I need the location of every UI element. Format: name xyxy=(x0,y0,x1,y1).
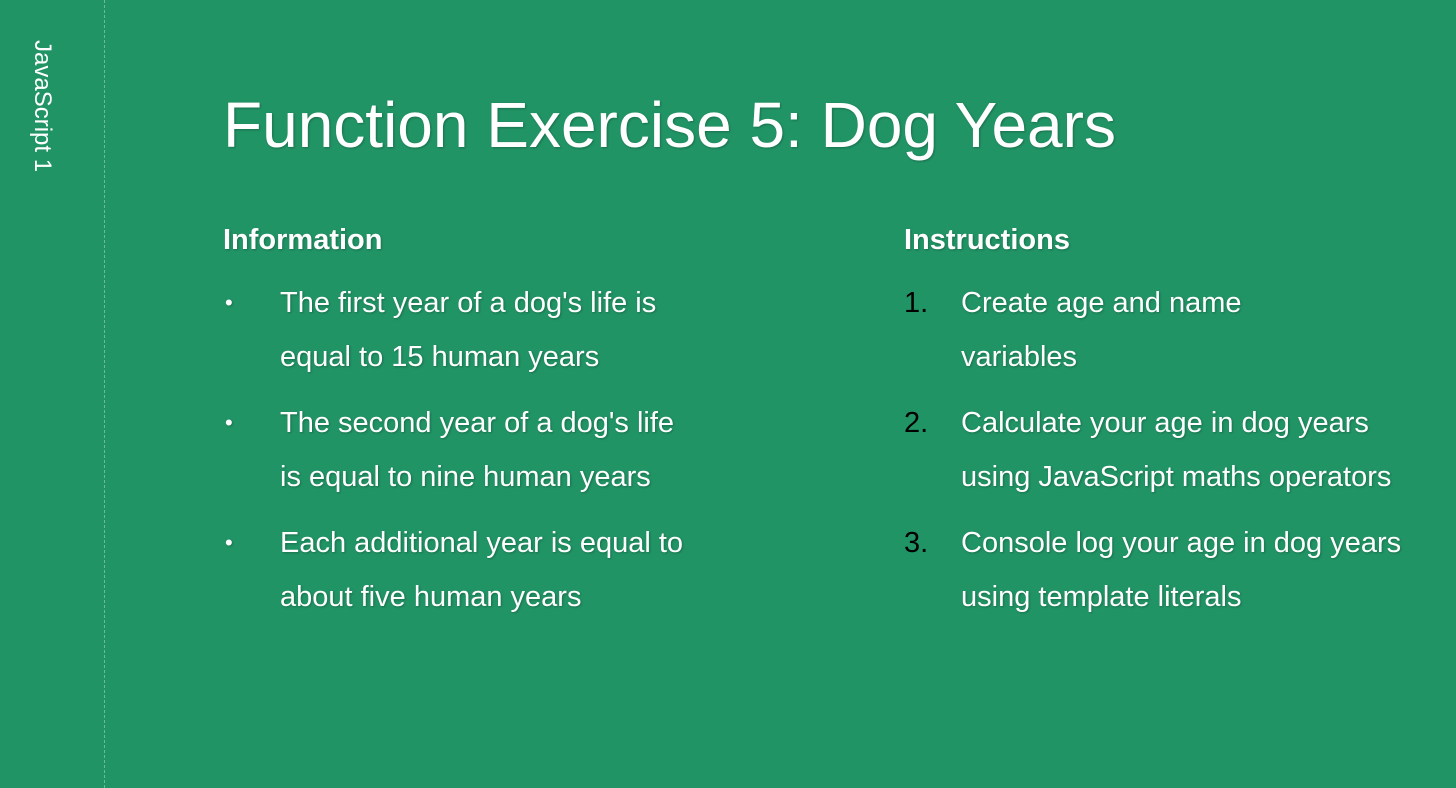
instructions-column: Instructions 1. Create age and name vari… xyxy=(904,220,1424,636)
instruction-item: 2. Calculate your age in dog years using… xyxy=(904,396,1401,504)
instruction-item-text: Create age and name variables xyxy=(961,287,1242,373)
instruction-number: 2. xyxy=(904,407,929,439)
bullet-icon: • xyxy=(225,530,233,555)
bullet-icon: • xyxy=(225,410,233,435)
information-item-text: The first year of a dog's life is equal … xyxy=(280,287,657,373)
information-heading: Information xyxy=(223,224,383,256)
instruction-item-text: Console log your age in dog years using … xyxy=(961,527,1402,613)
information-item: • The first year of a dog's life is equa… xyxy=(223,276,720,384)
instruction-number: 3. xyxy=(904,527,929,559)
instructions-heading: Instructions xyxy=(904,224,1070,256)
side-label: JavaScript 1 xyxy=(29,40,56,173)
slide-title: Function Exercise 5: Dog Years xyxy=(223,89,1116,161)
instruction-number: 1. xyxy=(904,287,929,319)
information-item-text: Each additional year is equal to about f… xyxy=(280,527,684,613)
instructions-list: 1. Create age and name variables 2. Calc… xyxy=(904,276,1424,624)
instruction-item: 1. Create age and name variables xyxy=(904,276,1361,384)
bullet-icon: • xyxy=(225,290,233,315)
information-item: • Each additional year is equal to about… xyxy=(223,516,720,624)
information-column: Information • The first year of a dog's … xyxy=(223,220,743,636)
information-item: • The second year of a dog's life is equ… xyxy=(223,396,700,504)
instruction-item-text: Calculate your age in dog years using Ja… xyxy=(961,407,1392,493)
information-item-text: The second year of a dog's life is equal… xyxy=(280,407,675,493)
information-list: • The first year of a dog's life is equa… xyxy=(223,276,743,624)
instruction-item: 3. Console log your age in dog years usi… xyxy=(904,516,1451,624)
side-divider xyxy=(104,0,105,788)
